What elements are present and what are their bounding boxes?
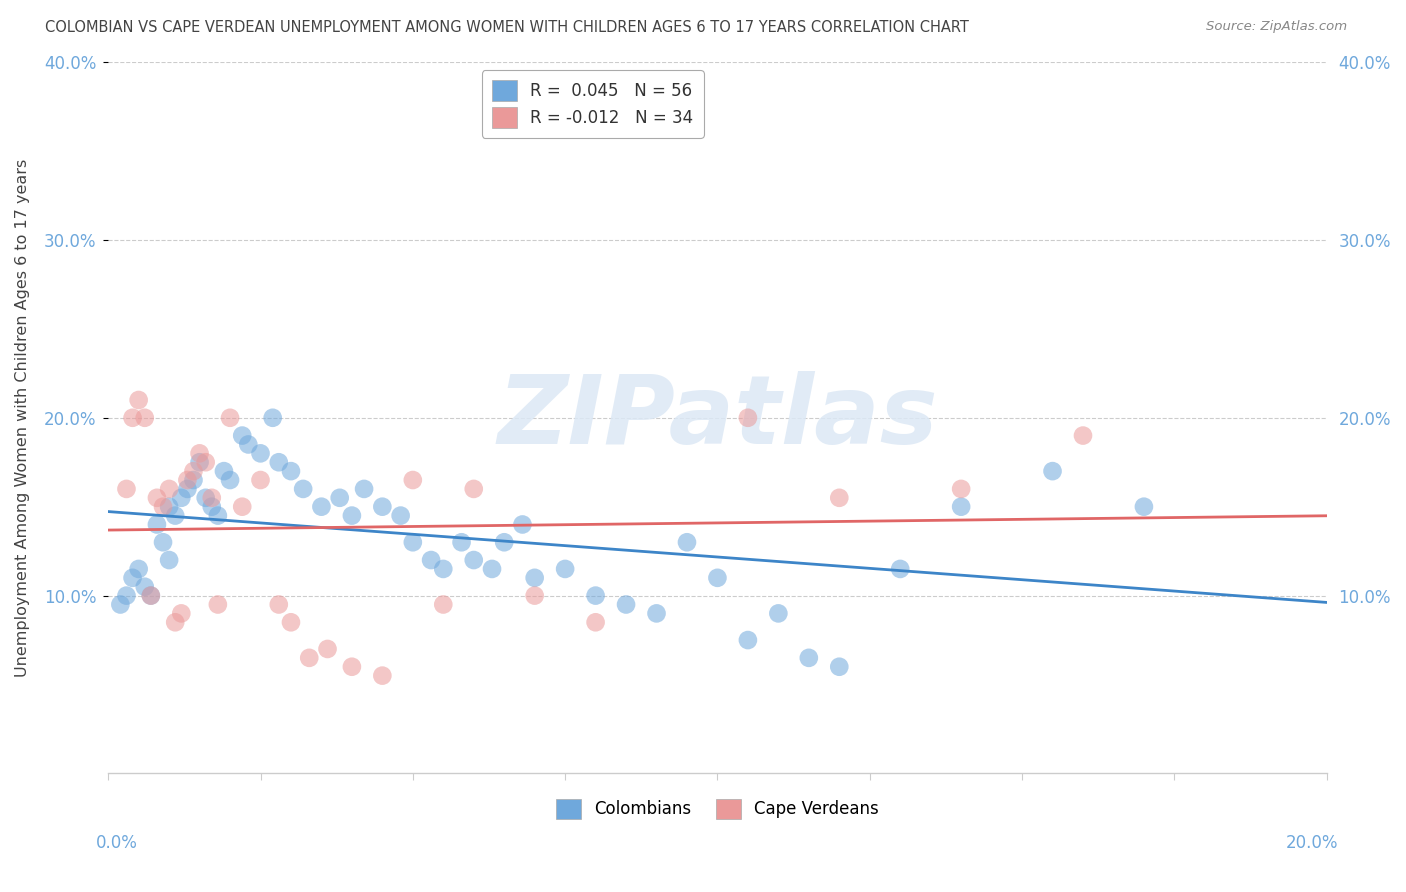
Point [298,650,321,665]
Point [176,473,198,487]
Point [523,571,546,585]
Point [249,473,271,487]
Point [212,464,235,478]
Point [340,659,363,673]
Point [201,491,224,505]
Point [280,615,302,630]
Point [165,508,187,523]
Text: 0.0%: 0.0% [96,834,138,852]
Point [645,607,668,621]
Point [737,410,759,425]
Point [585,589,607,603]
Point [238,437,260,451]
Point [188,455,211,469]
Point [481,562,503,576]
Point [1133,500,1156,514]
Point [311,500,333,514]
Point [170,491,193,505]
Point [950,500,973,514]
Point [231,500,253,514]
Point [371,668,394,682]
Point [950,482,973,496]
Point [450,535,472,549]
Point [115,482,138,496]
Point [165,615,187,630]
Point [157,482,180,496]
Point [110,598,132,612]
Point [146,491,169,505]
Point [121,571,143,585]
Point [706,571,728,585]
Point [152,500,174,514]
Text: COLOMBIAN VS CAPE VERDEAN UNEMPLOYMENT AMONG WOMEN WITH CHILDREN AGES 6 TO 17 YE: COLOMBIAN VS CAPE VERDEAN UNEMPLOYMENT A… [45,20,969,35]
Point [463,553,485,567]
Point [676,535,699,549]
Point [768,607,790,621]
Point [267,598,290,612]
Point [183,473,205,487]
Point [797,650,820,665]
Point [249,446,271,460]
Point [329,491,352,505]
Point [207,598,229,612]
Point [512,517,534,532]
Point [219,473,242,487]
Point [134,410,156,425]
Point [201,500,224,514]
Point [463,482,485,496]
Point [128,392,150,407]
Point [139,589,162,603]
Point [389,508,412,523]
Point [1071,428,1094,442]
Point [115,589,138,603]
Point [614,598,637,612]
Point [152,535,174,549]
Point [146,517,169,532]
Point [157,553,180,567]
Point [183,464,205,478]
Point [176,482,198,496]
Point [494,535,516,549]
Text: ZIPatlas: ZIPatlas [498,371,938,464]
Point [219,410,242,425]
Point [157,500,180,514]
Text: Source: ZipAtlas.com: Source: ZipAtlas.com [1206,20,1347,33]
Point [828,491,851,505]
Point [554,562,576,576]
Point [316,642,339,657]
Text: 20.0%: 20.0% [1286,834,1339,852]
Point [889,562,911,576]
Point [194,491,217,505]
Point [194,455,217,469]
Point [280,464,302,478]
Point [262,410,284,425]
Point [585,615,607,630]
Point [231,428,253,442]
Point [134,580,156,594]
Point [737,633,759,648]
Point [353,482,375,496]
Point [170,607,193,621]
Point [420,553,443,567]
Point [402,473,425,487]
Y-axis label: Unemployment Among Women with Children Ages 6 to 17 years: Unemployment Among Women with Children A… [15,159,30,677]
Point [207,508,229,523]
Legend: Colombians, Cape Verdeans: Colombians, Cape Verdeans [548,792,886,826]
Point [432,562,454,576]
Point [139,589,162,603]
Point [523,589,546,603]
Point [188,446,211,460]
Point [402,535,425,549]
Point [340,508,363,523]
Point [267,455,290,469]
Point [292,482,315,496]
Point [371,500,394,514]
Point [1042,464,1064,478]
Point [128,562,150,576]
Point [828,659,851,673]
Point [121,410,143,425]
Point [432,598,454,612]
